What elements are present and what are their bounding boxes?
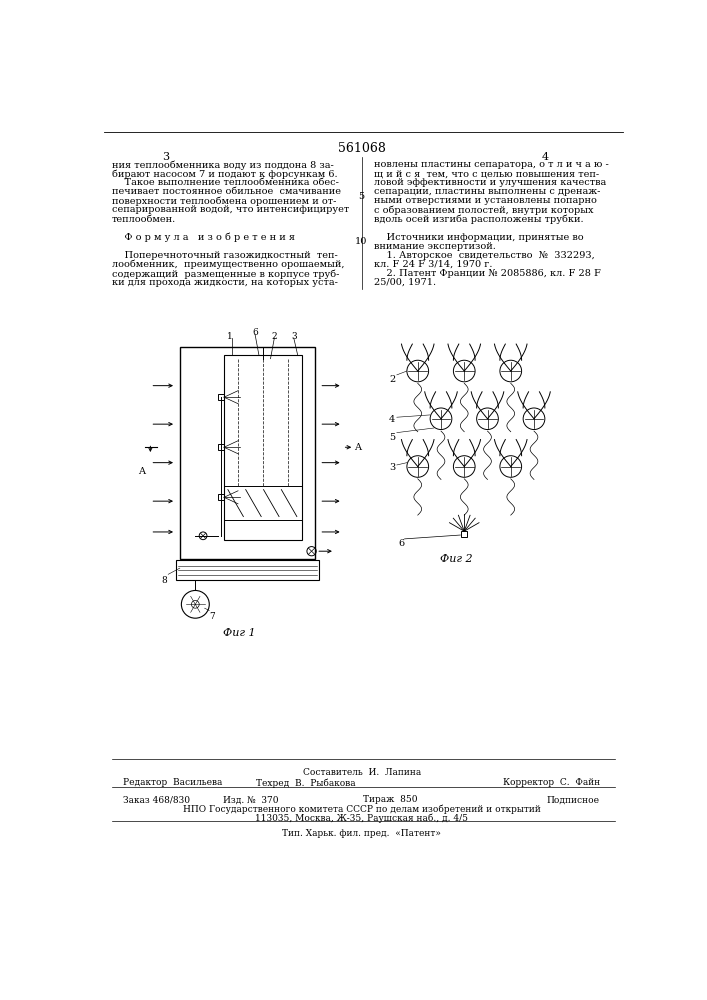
Text: Фиг 1: Фиг 1 <box>223 628 256 638</box>
Text: 6: 6 <box>252 328 258 337</box>
Text: новлены пластины сепаратора, о т л и ч а ю -: новлены пластины сепаратора, о т л и ч а… <box>373 160 608 169</box>
Bar <box>224 486 301 520</box>
Text: Тираж  850: Тираж 850 <box>363 795 418 804</box>
Text: 2. Патент Франции № 2085886, кл. F 28 F: 2. Патент Франции № 2085886, кл. F 28 F <box>373 269 600 278</box>
Text: Ф о р м у л а   и з о б р е т е н и я: Ф о р м у л а и з о б р е т е н и я <box>112 233 295 242</box>
Text: содержащий  размещенные в корпусе труб-: содержащий размещенные в корпусе труб- <box>112 269 339 279</box>
Text: бирают насосом 7 и подают к форсункам 6.: бирают насосом 7 и подают к форсункам 6. <box>112 169 337 179</box>
Text: Техред  В.  Рыбакова: Техред В. Рыбакова <box>255 778 355 788</box>
Bar <box>180 347 315 559</box>
Text: A: A <box>138 466 144 476</box>
Bar <box>218 494 224 500</box>
Text: сепарированной водой, что интенсифицирует: сепарированной водой, что интенсифицируе… <box>112 205 349 214</box>
Text: ловой эффективности и улучшения качества: ловой эффективности и улучшения качества <box>373 178 606 187</box>
Text: 7: 7 <box>209 612 215 621</box>
Text: Тип. Харьк. фил. пред.  «Патент»: Тип. Харьк. фил. пред. «Патент» <box>283 829 441 838</box>
Text: Редактор  Васильева: Редактор Васильева <box>123 778 223 787</box>
Text: сепарации, пластины выполнены с дренаж-: сепарации, пластины выполнены с дренаж- <box>373 187 600 196</box>
Text: Заказ 468/830: Заказ 468/830 <box>123 795 190 804</box>
Text: 25/00, 1971.: 25/00, 1971. <box>373 278 436 287</box>
Text: ки для прохода жидкости, на которых уста-: ки для прохода жидкости, на которых уста… <box>112 278 337 287</box>
Text: Корректор  С.  Файн: Корректор С. Файн <box>503 778 600 787</box>
Text: Такое выполнение теплообменника обес-: Такое выполнение теплообменника обес- <box>112 178 339 187</box>
Text: 8: 8 <box>161 576 167 585</box>
Text: Составитель  И.  Лапина: Составитель И. Лапина <box>303 768 421 777</box>
Text: 10: 10 <box>355 237 368 246</box>
Text: 3: 3 <box>291 332 296 341</box>
Text: Изд. №  370: Изд. № 370 <box>223 795 279 804</box>
Bar <box>224 355 301 540</box>
Bar <box>218 394 224 400</box>
Text: 2: 2 <box>271 332 277 341</box>
Bar <box>218 444 224 450</box>
Text: Подписное: Подписное <box>547 795 600 804</box>
Text: ния теплообменника воду из поддона 8 за-: ния теплообменника воду из поддона 8 за- <box>112 160 334 170</box>
Text: 6: 6 <box>398 539 404 548</box>
Text: щ и й с я  тем, что с целью повышения теп-: щ и й с я тем, что с целью повышения теп… <box>373 169 599 178</box>
Text: 113035, Москва, Ж-35, Раушская наб., д. 4/5: 113035, Москва, Ж-35, Раушская наб., д. … <box>255 814 469 823</box>
Text: 2: 2 <box>389 375 395 384</box>
Text: лообменник,  преимущественно орошаемый,: лообменник, преимущественно орошаемый, <box>112 260 344 269</box>
Text: 3: 3 <box>163 152 170 162</box>
Text: 3: 3 <box>389 463 395 472</box>
Text: 4: 4 <box>542 152 549 162</box>
Bar <box>461 531 467 537</box>
Text: НПО Государственного комитета СССР по делам изобретений и открытий: НПО Государственного комитета СССР по де… <box>183 805 541 814</box>
Text: внимание экспертизой.: внимание экспертизой. <box>373 242 496 251</box>
Text: 1: 1 <box>226 332 233 341</box>
Text: кл. F 24 F 3/14, 1970 г.: кл. F 24 F 3/14, 1970 г. <box>373 260 492 269</box>
Bar <box>176 560 320 580</box>
Text: Поперечноточный газожидкостный  теп-: Поперечноточный газожидкостный теп- <box>112 251 337 260</box>
Text: ными отверстиями и установлены попарно: ными отверстиями и установлены попарно <box>373 196 597 205</box>
Text: теплообмен.: теплообмен. <box>112 215 176 224</box>
Text: 561068: 561068 <box>338 142 386 155</box>
Text: Фиг 2: Фиг 2 <box>440 554 473 564</box>
Text: 1. Авторское  свидетельство  №  332293,: 1. Авторское свидетельство № 332293, <box>373 251 595 260</box>
Text: с образованием полостей, внутри которых: с образованием полостей, внутри которых <box>373 205 593 215</box>
Text: вдоль осей изгиба расположены трубки.: вдоль осей изгиба расположены трубки. <box>373 215 583 224</box>
Text: 4: 4 <box>389 415 395 424</box>
Text: A: A <box>354 443 361 452</box>
Text: печивает постоянное обильное  смачивание: печивает постоянное обильное смачивание <box>112 187 341 196</box>
Text: поверхности теплообмена орошением и от-: поверхности теплообмена орошением и от- <box>112 196 336 206</box>
Text: 5: 5 <box>389 433 395 442</box>
Text: 5: 5 <box>358 192 364 201</box>
Text: Источники информации, принятые во: Источники информации, принятые во <box>373 233 583 242</box>
